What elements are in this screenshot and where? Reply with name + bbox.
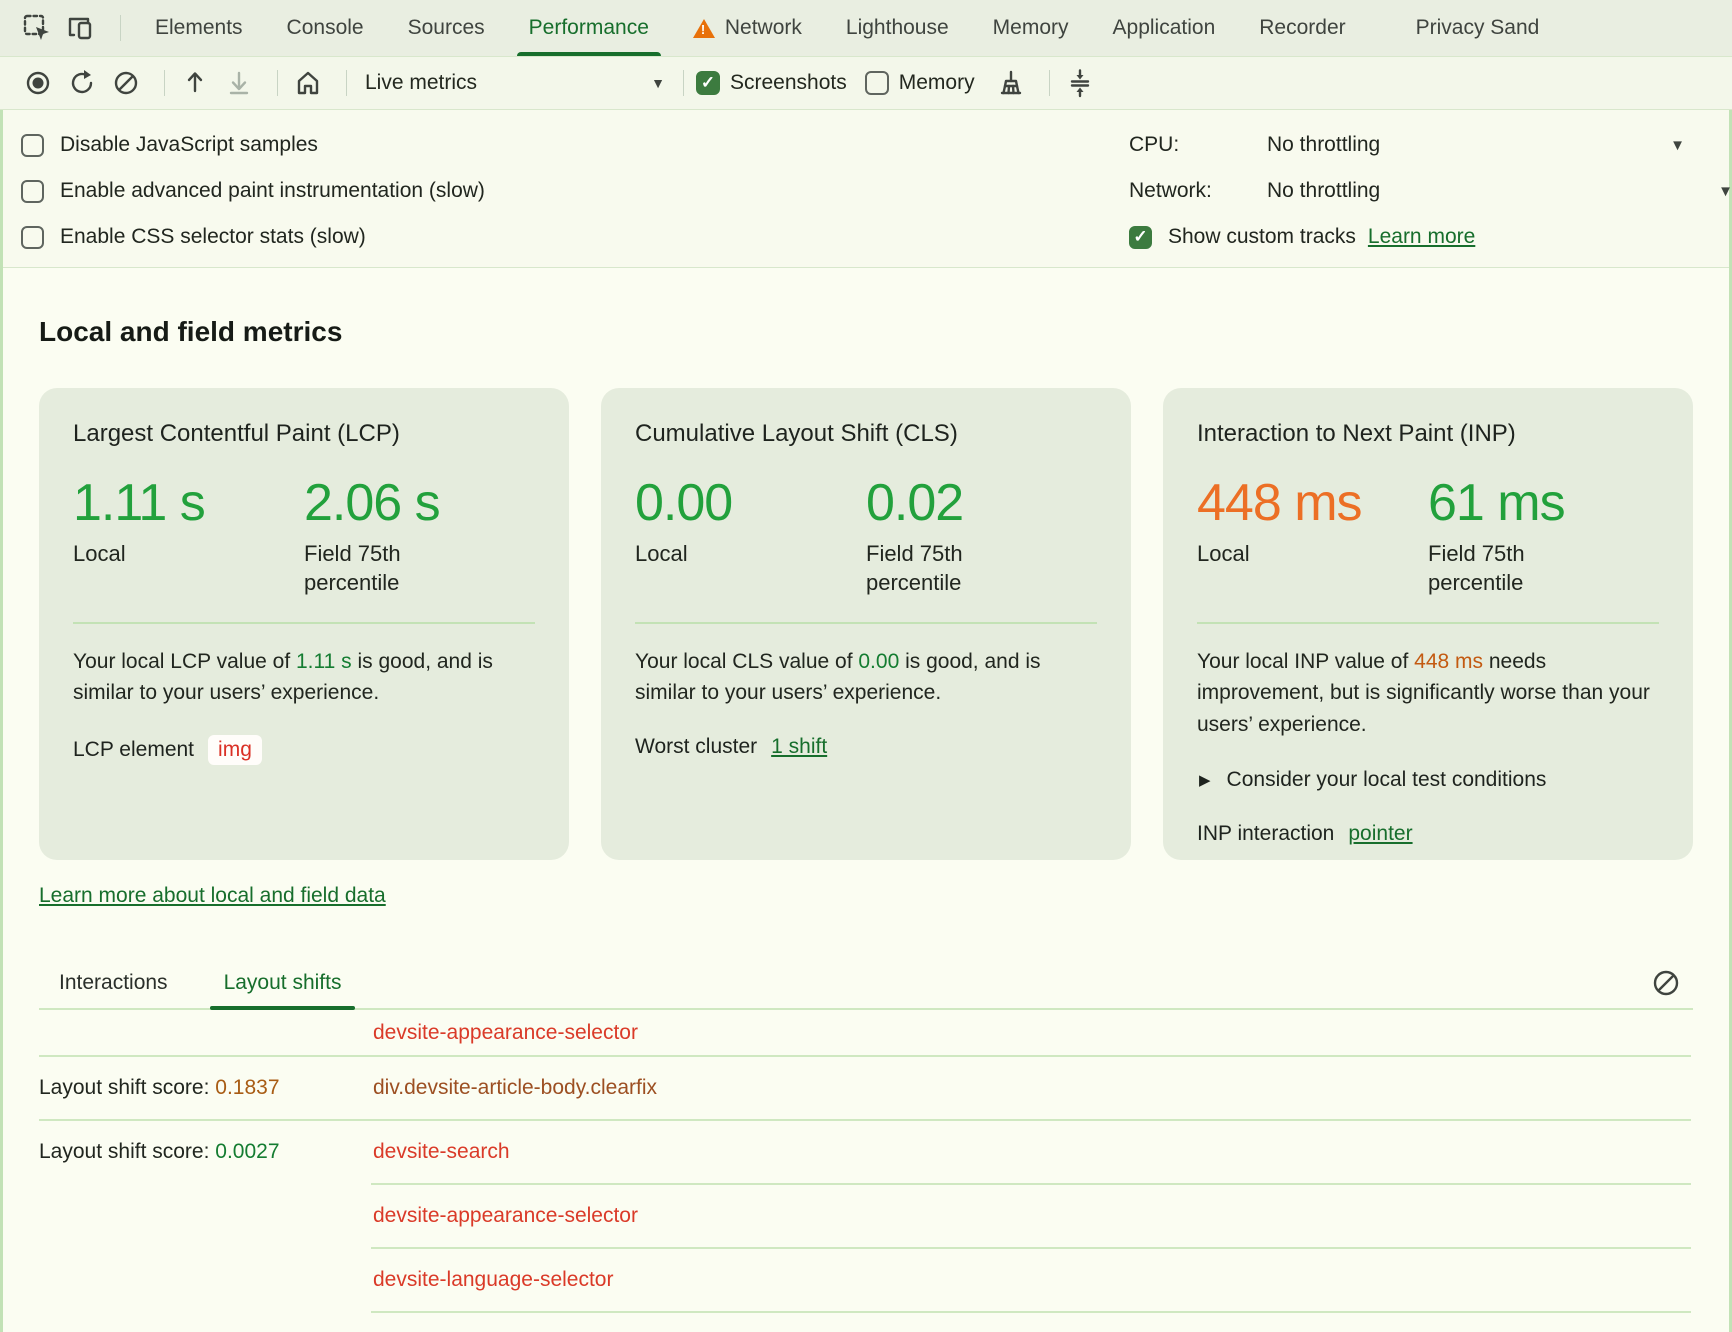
page-title: Local and field metrics [39,268,1693,348]
panel-tabs: Elements Console Sources Performance Net… [133,0,1561,56]
inp-card: Interaction to Next Paint (INP) 448 ms L… [1163,388,1693,860]
layout-shift-row[interactable]: devsite-language-selector [39,1249,1693,1311]
tab-layout-shifts[interactable]: Layout shifts [216,958,350,1008]
log-tabbar: Interactions Layout shifts [39,958,1693,1010]
live-metrics-dropdown[interactable]: Live metrics ▼ [365,71,665,95]
capture-settings: Disable JavaScript samples Enable advanc… [3,110,1729,268]
divider [277,70,278,96]
tab-console[interactable]: Console [265,0,386,56]
custom-tracks-row: ✓ Show custom tracks Learn more [1129,214,1721,260]
local-test-conditions-expander[interactable]: ▶ Consider your local test conditions [1197,768,1659,792]
setting-row: Enable advanced paint instrumentation (s… [21,168,485,214]
settings-left-column: Disable JavaScript samples Enable advanc… [21,122,485,267]
divider [1197,622,1659,624]
tab-interactions[interactable]: Interactions [51,958,176,1008]
tab-elements[interactable]: Elements [133,0,265,56]
local-field-learn-more-link[interactable]: Learn more about local and field data [39,884,386,907]
setting-row: Enable CSS selector stats (slow) [21,214,485,260]
network-throttling-select[interactable]: No throttling [1267,179,1380,203]
cls-field-value: 0.02 [866,476,1097,531]
tab-performance[interactable]: Performance [507,0,671,56]
devtools-tabbar: Elements Console Sources Performance Net… [0,0,1732,57]
save-profile-icon[interactable] [221,65,257,101]
tab-sources[interactable]: Sources [386,0,507,56]
divider [120,15,121,41]
cpu-throttling-select[interactable]: No throttling [1267,133,1380,157]
layout-shift-row[interactable]: div.devsite-floating-action-buttons [39,1313,1693,1332]
layout-shift-row[interactable]: Layout shift score: 0.0027 devsite-searc… [39,1121,1693,1183]
layout-shift-row[interactable]: Layout shift score: 0.1837 div.devsite-a… [39,1057,1693,1119]
screenshots-label: Screenshots [730,71,847,95]
cls-description: Your local CLS value of 0.00 is good, an… [635,646,1097,709]
card-title: Interaction to Next Paint (INP) [1197,420,1659,448]
chevron-down-icon[interactable]: ▼ [1718,183,1732,200]
screenshots-checkbox[interactable]: ✓ [696,71,720,95]
divider [346,70,347,96]
tab-memory[interactable]: Memory [971,0,1091,56]
layout-shift-row[interactable]: devsite-appearance-selector [39,1185,1693,1247]
advanced-paint-checkbox[interactable] [21,180,44,203]
tab-network[interactable]: Network [671,0,824,56]
live-metrics-label: Live metrics [365,71,477,95]
inp-interaction-link[interactable]: pointer [1348,822,1412,846]
tab-lighthouse[interactable]: Lighthouse [824,0,971,56]
divider [164,70,165,96]
divider [1049,70,1050,96]
chevron-down-icon: ▼ [651,75,665,91]
warning-icon [693,19,715,38]
inp-description: Your local INP value of 448 ms needs imp… [1197,646,1659,741]
lcp-local-value: 1.11 s [73,476,304,531]
lcp-card: Largest Contentful Paint (LCP) 1.11 s Lo… [39,388,569,860]
tab-privacy-sandbox[interactable]: Privacy Sand [1394,0,1562,56]
lcp-description: Your local LCP value of 1.11 s is good, … [73,646,535,709]
show-custom-tracks-checkbox[interactable]: ✓ [1129,226,1152,249]
network-throttling-row: Network: No throttling ▼ [1129,168,1721,214]
divider [635,622,1097,624]
layout-shift-row[interactable]: devsite-appearance-selector [39,1010,1693,1055]
home-icon[interactable] [290,65,326,101]
clear-log-icon[interactable] [1651,968,1681,998]
metric-cards: Largest Contentful Paint (LCP) 1.11 s Lo… [39,388,1693,860]
lcp-field-value: 2.06 s [304,476,535,531]
custom-tracks-learn-more-link[interactable]: Learn more [1368,225,1475,249]
record-button[interactable] [20,65,56,101]
card-title: Cumulative Layout Shift (CLS) [635,420,1097,448]
worst-cluster-link[interactable]: 1 shift [771,735,827,759]
divider [683,70,684,96]
settings-right-column: CPU: No throttling ▼ Network: No throttl… [1129,122,1729,267]
load-profile-icon[interactable] [177,65,213,101]
tab-application[interactable]: Application [1091,0,1238,56]
device-toolbar-icon[interactable] [64,11,98,45]
disable-js-samples-checkbox[interactable] [21,134,44,157]
inp-field-value: 61 ms [1428,476,1659,531]
disclosure-triangle-icon: ▶ [1199,771,1211,789]
clear-button[interactable] [108,65,144,101]
performance-toolbar: Live metrics ▼ ✓ Screenshots Memory [0,57,1732,110]
lcp-element-link[interactable]: img [208,735,262,765]
active-tab-indicator [517,52,661,56]
tab-recorder[interactable]: Recorder [1237,0,1367,56]
gc-broom-icon[interactable] [993,65,1029,101]
memory-label: Memory [899,71,975,95]
cls-card: Cumulative Layout Shift (CLS) 0.00 Local… [601,388,1131,860]
live-metrics-view: Local and field metrics Largest Contentf… [3,268,1729,1332]
inp-local-value: 448 ms [1197,476,1428,531]
divider [73,622,535,624]
collapse-panel-icon[interactable] [1062,65,1098,101]
inspect-element-icon[interactable] [20,11,54,45]
memory-checkbox[interactable] [865,71,889,95]
cls-local-value: 0.00 [635,476,866,531]
chevron-down-icon[interactable]: ▼ [1670,137,1685,154]
reload-record-button[interactable] [64,65,100,101]
card-title: Largest Contentful Paint (LCP) [73,420,535,448]
layout-shifts-log: devsite-appearance-selector Layout shift… [39,1010,1693,1332]
setting-row: Disable JavaScript samples [21,122,485,168]
css-selector-stats-checkbox[interactable] [21,226,44,249]
cpu-throttling-row: CPU: No throttling ▼ [1129,122,1721,168]
performance-panel-body: Disable JavaScript samples Enable advanc… [0,110,1732,1332]
